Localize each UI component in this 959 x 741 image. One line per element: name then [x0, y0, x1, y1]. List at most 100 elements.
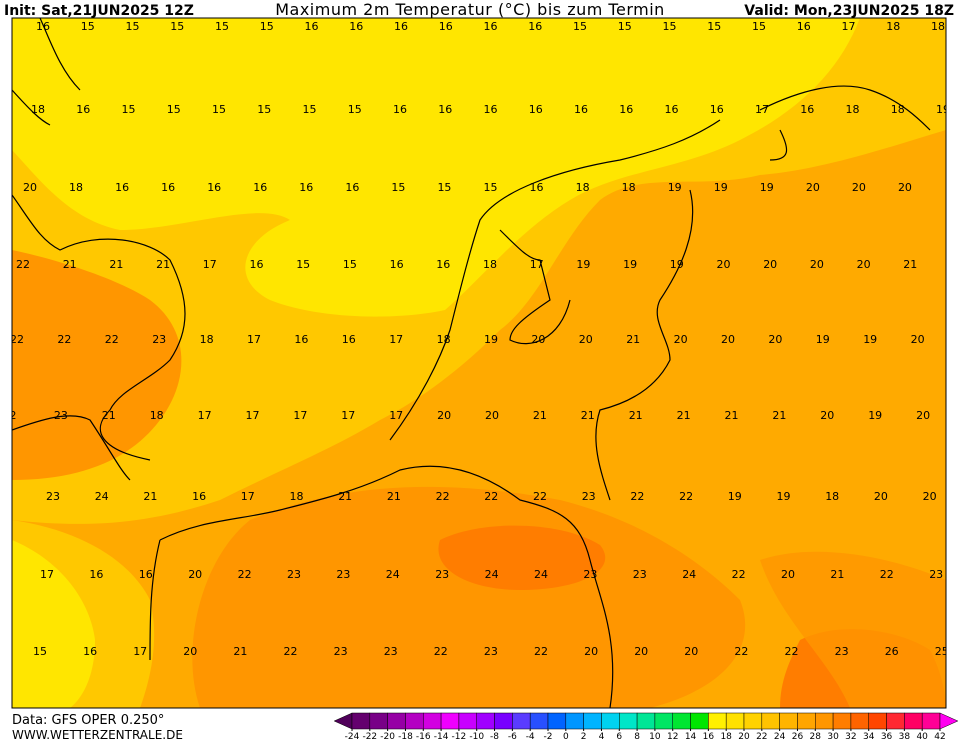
temperature-label: 21	[772, 409, 786, 422]
temperature-label: 16	[349, 20, 363, 33]
temperature-label: 25	[935, 645, 949, 658]
temperature-label: 15	[752, 20, 766, 33]
temperature-label: 23	[287, 568, 301, 581]
temperature-label: 17	[389, 333, 403, 346]
temperature-label: 23	[152, 333, 166, 346]
temperature-label: 15	[122, 103, 136, 116]
temperature-label: 23	[54, 409, 68, 422]
colorbar-tick-label: -8	[490, 732, 499, 741]
temperature-label: 18	[69, 181, 83, 194]
temperature-label: 23	[835, 645, 849, 658]
colorbar-box	[440, 712, 460, 730]
temperature-label: 22	[10, 333, 24, 346]
temperature-label: 17	[40, 568, 54, 581]
temperature-label: 23	[384, 645, 398, 658]
map-frame	[11, 17, 947, 709]
colorbar-tick-label: 32	[845, 732, 856, 741]
colorbar-box	[387, 712, 406, 730]
temperature-label: 21	[903, 258, 917, 271]
temperature-label: 19	[670, 258, 684, 271]
temperature-label: 21	[109, 258, 123, 271]
temperature-label: 20	[634, 645, 648, 658]
colorbar-box	[815, 712, 834, 730]
temperature-label: 19	[868, 409, 882, 422]
temperature-label: 16	[439, 20, 453, 33]
temperature-label: 20	[916, 409, 930, 422]
temperature-label: 16	[797, 20, 811, 33]
valid-label: Valid: Mon,23JUN2025 18Z	[744, 3, 954, 19]
coastline	[759, 85, 931, 161]
temperature-label: 22	[533, 490, 547, 503]
temperature-label: 16	[294, 333, 308, 346]
temperature-label: 15	[437, 181, 451, 194]
colorbar-arrow	[333, 712, 353, 730]
temperature-label: 20	[923, 490, 937, 503]
temperature-label: 18	[150, 409, 164, 422]
temperature-label: 17	[389, 409, 403, 422]
temperature-label: 24	[485, 568, 499, 581]
temperature-label: 18	[31, 103, 45, 116]
temperature-label: 18	[290, 490, 304, 503]
temperature-label: 20	[579, 333, 593, 346]
init-label: Init: Sat,21JUN2025 12Z	[4, 3, 194, 19]
colorbar-tick-label: -4	[526, 732, 535, 741]
temperature-label: 24	[682, 568, 696, 581]
temperature-label: 22	[785, 645, 799, 658]
temperature-label: 20	[874, 490, 888, 503]
temperature-label: 20	[857, 258, 871, 271]
colorbar-box	[921, 712, 941, 730]
temperature-label: 15	[212, 103, 226, 116]
colorbar-box	[654, 712, 673, 730]
colorbar-box	[351, 712, 371, 730]
temperature-label: 20	[911, 333, 925, 346]
colorbar-box	[725, 712, 745, 730]
temperature-label: 20	[674, 333, 688, 346]
colorbar-tick-label: 22	[756, 732, 767, 741]
temperature-label: 23	[334, 645, 348, 658]
colorbar-tick-label: 38	[899, 732, 911, 741]
temperature-label: 16	[619, 103, 633, 116]
temperature-label: 16	[438, 103, 452, 116]
temperature-label: 18	[891, 103, 905, 116]
colorbar-tick-label: 20	[738, 732, 750, 741]
field-zone	[856, 18, 946, 130]
temperature-label: 16	[89, 568, 103, 581]
temperature-label: 17	[293, 409, 307, 422]
temperature-label: 15	[484, 181, 498, 194]
temperature-label: 19	[863, 333, 877, 346]
colorbar-tick-label: 0	[563, 732, 569, 741]
colorbar-box	[886, 712, 905, 730]
temperature-label: 16	[253, 181, 267, 194]
temperature-label: 21	[156, 258, 170, 271]
temperature-label: 20	[183, 645, 197, 658]
temperature-label: 16	[528, 20, 542, 33]
temperature-label: 16	[345, 181, 359, 194]
temperature-label: 19	[668, 181, 682, 194]
temperature-label: 15	[126, 20, 140, 33]
colorbar-tick-label: 34	[863, 732, 875, 741]
temperature-label: 21	[102, 409, 116, 422]
colorbar-box	[672, 712, 691, 730]
colorbar-box	[779, 712, 798, 730]
colorbar-box	[369, 712, 388, 730]
temperature-label: 22	[16, 258, 30, 271]
temperature-label: 20	[584, 645, 598, 658]
temperature-label: 20	[898, 181, 912, 194]
temperature-label: 15	[33, 645, 47, 658]
temperature-label: 16	[393, 103, 407, 116]
colorbar-tick-label: -22	[362, 732, 377, 741]
temperature-label: 19	[714, 181, 728, 194]
temperature-label: 18	[825, 490, 839, 503]
colorbar: -24 -22 -20 -18 -16 -14 -12 -10 -8 -6 -4 -2 0 2 4 6 8 10 1…	[333, 712, 959, 741]
colorbar-arrow	[939, 712, 959, 730]
temperature-label: 21	[63, 258, 77, 271]
field-zone	[438, 525, 606, 590]
temperature-label: 22	[284, 645, 298, 658]
temperature-label: 18	[437, 333, 451, 346]
colorbar-box	[904, 712, 923, 730]
temperature-label: 19	[760, 181, 774, 194]
temperature-label: 18	[846, 103, 860, 116]
colorbar-box	[708, 712, 727, 730]
temperature-label: 16	[342, 333, 356, 346]
